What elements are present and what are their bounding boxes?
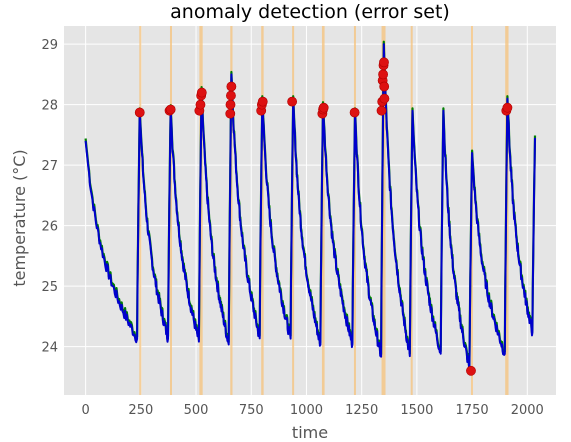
anomaly-point [226,90,236,101]
anomaly-band [353,26,356,395]
anomaly-point [379,81,390,92]
anomaly-point [196,87,207,98]
anomaly-point [376,105,387,116]
anomaly-point [195,99,206,110]
x-tick-label: 1000 [290,403,323,418]
x-tick-label: 500 [184,403,209,418]
anomaly-point [225,99,236,110]
y-tick-label: 29 [41,38,58,53]
anomaly-band [321,26,325,395]
x-tick-label: 2000 [511,403,544,418]
anomaly-point [379,57,389,68]
x-tick-label: 1250 [345,403,378,418]
anomaly-point [257,96,268,107]
anomaly-band [230,26,233,395]
chart-title: anomaly detection (error set) [170,1,450,23]
x-axis-label: time [292,423,328,442]
anomaly-band [292,26,295,395]
anomaly-band [381,26,386,395]
anomaly-point [378,69,388,80]
anomaly-band [169,26,172,395]
x-tick-label: 0 [82,403,90,418]
anomaly-point [349,107,360,118]
anomaly-point [287,96,298,107]
anomaly-point [134,107,145,118]
x-tick-label: 250 [128,403,153,418]
anomaly-point [379,93,390,104]
y-tick-label: 26 [41,220,58,235]
anomaly-band [261,26,264,395]
x-tick-label: 1500 [400,403,433,418]
y-tick-label: 24 [41,341,58,356]
anomaly-point [318,102,329,113]
anomaly-band [139,26,142,395]
anomaly-point [165,104,176,115]
x-tick-label: 750 [239,403,264,418]
y-tick-label: 27 [41,159,58,174]
anomaly-point [466,365,476,376]
y-tick-label: 25 [41,280,58,295]
x-tick-label: 1750 [456,403,489,418]
y-tick-label: 28 [41,99,58,114]
y-axis-label: temperature (°C) [10,149,29,286]
anomaly-point [502,102,513,113]
anomaly-point [225,108,236,119]
anomaly-point [226,81,237,92]
